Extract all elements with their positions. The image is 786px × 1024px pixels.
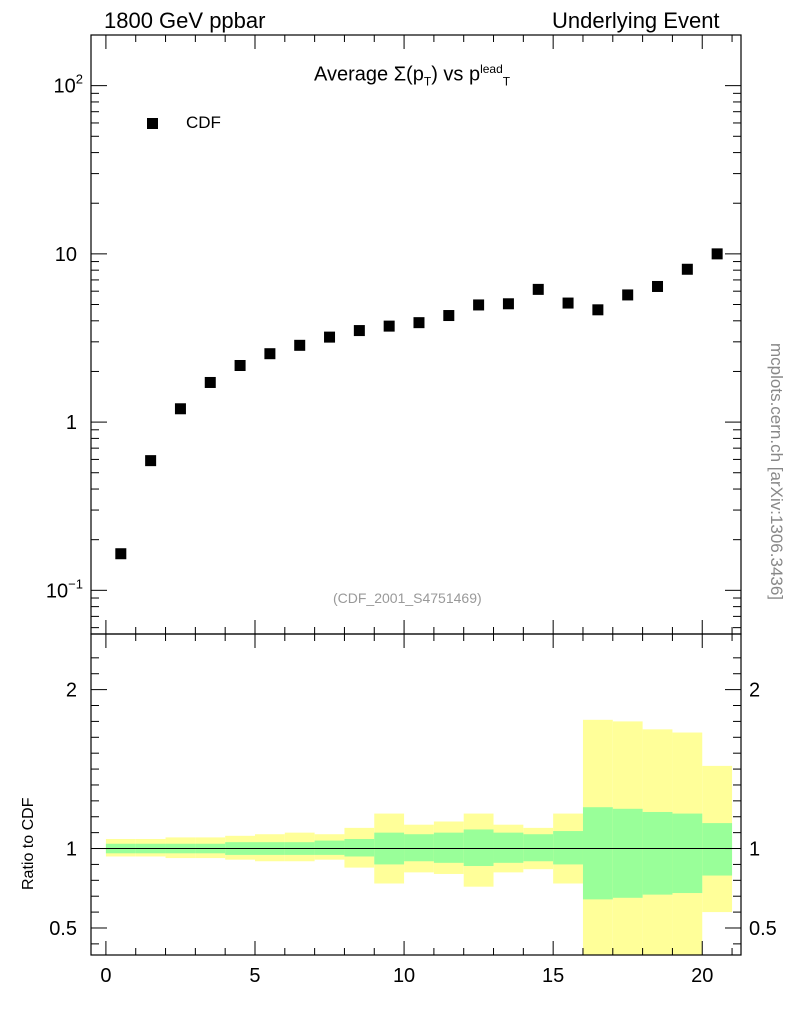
legend-marker [147,118,158,129]
x-tick-label: 20 [691,965,713,987]
data-point [443,310,455,322]
ratio-plot-frame [90,633,742,956]
data-point [413,317,425,329]
y-tick-label: 1 [66,412,77,434]
data-point [234,359,246,371]
band-stat-bin [672,813,703,894]
band-stat-bin [702,823,733,876]
plot-frames [90,34,742,956]
ratio-y-tick-label-right: 0.5 [749,918,777,940]
data-point [174,403,186,415]
ratio-y-axis-label: Ratio to CDF [20,797,37,890]
data-point [562,297,574,309]
legend-marker-square [147,118,158,129]
ratio-y-tick-label-left: 1 [66,839,77,861]
data-point [532,283,544,295]
ratio-y-tick-label-right: 1 [749,839,760,861]
data-point [294,339,306,351]
band-stat-bin [314,840,345,855]
band-stat-bin [523,834,554,862]
y-tick-label: 102 [54,72,83,98]
analysis-id: (CDF_2001_S4751469) [333,590,482,606]
title-sub-2: T [502,74,511,89]
ratio-y-tick-label-right: 2 [749,680,760,702]
title-part-1: Average Σ(p [314,63,424,86]
band-stat-bin [344,838,375,857]
band-stat-bin [404,834,434,862]
x-tick-label: 15 [542,965,564,987]
x-tick-label: 10 [393,965,415,987]
band-stat-bin [463,829,494,867]
data-point [145,455,157,467]
title-sup: lead [480,62,503,76]
band-stat-bin [642,811,673,895]
band-stat-bin [582,807,613,900]
data-point [652,280,664,292]
axis-tick-labels: 0 5 10 15 20 10−1 1 10 102 0.5 0.5 1 1 2 2 [46,72,777,987]
energy-label: 1800 GeV ppbar [104,8,266,33]
data-point [622,289,634,301]
ratio-y-tick-label-left: 2 [66,680,77,702]
data-point [324,331,336,343]
data-points [115,248,723,560]
data-point [383,320,395,332]
plot-title: Average Σ(pT) vs pleadT [314,62,510,89]
band-stat-bin [433,832,464,863]
data-point [264,348,276,360]
data-point [681,263,693,275]
watermark: mcplots.cern.ch [arXiv:1306.3436] [767,343,786,601]
x-tick-label: 5 [249,965,260,987]
data-point [711,248,723,260]
y-tick-label: 10−1 [46,576,83,602]
process-label: Underlying Event [552,8,720,33]
x-tick-label: 0 [100,965,111,987]
data-point [353,325,365,337]
data-point [502,298,514,310]
title-sub-1: T [423,74,432,89]
ratio-bands [105,719,733,955]
data-point [204,376,216,388]
band-stat-bin [612,808,643,898]
band-stat-bin [553,831,583,865]
title-part-2: ) vs p [431,63,481,86]
data-point [473,299,485,311]
legend-label: CDF [186,113,221,132]
data-point [115,548,127,560]
y-tick-label: 10 [55,244,77,266]
ratio-y-tick-label-left: 0.5 [49,918,77,940]
data-point [592,304,604,316]
axis-ticks [91,34,741,955]
band-stat-bin [493,832,524,863]
